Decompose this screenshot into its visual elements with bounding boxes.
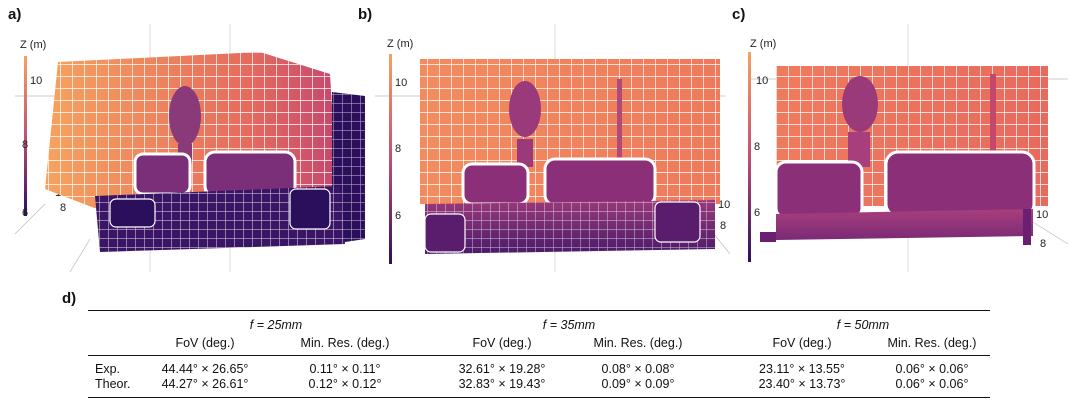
- col-fov-35: FoV (deg.): [472, 336, 532, 350]
- panel-c-floor-tick-10: 10: [1036, 209, 1048, 221]
- group-header-50mm: f = 50mm: [836, 318, 890, 332]
- panel-a-ztick-6: 6: [22, 207, 28, 219]
- panel-b-ztick-10: 10: [395, 77, 407, 89]
- panel-b-plant: [509, 81, 541, 137]
- panel-c-ztick-6: 6: [754, 207, 760, 219]
- cell-exp-fov-50: 23.11° × 13.55°: [759, 362, 845, 376]
- table-letter: d): [62, 290, 77, 307]
- panel-b-armchair: [461, 162, 530, 206]
- table-top-rule: [88, 310, 990, 311]
- panel-b-floor-tick-8: 8: [720, 220, 726, 232]
- table-mid-rule: [88, 355, 990, 356]
- panel-c-ztick-8: 8: [754, 141, 760, 153]
- col-res-35: Min. Res. (deg.): [593, 336, 683, 350]
- cell-theor-fov-25: 44.27° × 26.61°: [161, 377, 249, 391]
- col-fov-50: FoV (deg.): [772, 336, 832, 350]
- panel-c-armchair: [774, 160, 864, 220]
- panel-a-zlabel: Z (m): [20, 39, 46, 51]
- cell-theor-res-25: 0.12° × 0.12°: [308, 377, 382, 391]
- panel-a-floor-tick-8: 8: [60, 202, 66, 214]
- panel-c-zlabel: Z (m): [750, 38, 776, 50]
- panel-a-zbar: [24, 56, 27, 216]
- group-header-25mm: f = 25mm: [249, 318, 303, 332]
- cell-exp-res-50: 0.06° × 0.06°: [895, 362, 969, 376]
- panel-c-sofa: [884, 150, 1036, 218]
- col-res-25: Min. Res. (deg.): [300, 336, 390, 350]
- col-fov-25: FoV (deg.): [175, 336, 235, 350]
- panel-b-ztick-6: 6: [395, 210, 401, 222]
- panel-a-plant: [169, 86, 201, 146]
- panel-c-ztick-10: 10: [756, 75, 768, 87]
- cell-theor-res-35: 0.09° × 0.09°: [601, 377, 675, 391]
- panel-b-point-cloud: Z (m) 10 8 6 10 8: [375, 24, 730, 272]
- panel-a-armchair: [133, 152, 192, 196]
- panel-c-zbar: [748, 52, 751, 262]
- row-label-theor: Theor.: [95, 377, 131, 391]
- panel-b-zbar: [389, 54, 392, 264]
- panel-c-floor-tick-8: 8: [1040, 238, 1046, 250]
- panel-b-letter: b): [358, 6, 373, 23]
- col-res-50: Min. Res. (deg.): [887, 336, 977, 350]
- group-header-35mm: f = 35mm: [542, 318, 596, 332]
- row-label-exp: Exp.: [95, 362, 121, 376]
- panel-b-floor-tick-10: 10: [718, 199, 730, 211]
- panel-a-ztick-10: 10: [30, 75, 42, 87]
- cell-exp-res-35: 0.08° × 0.08°: [601, 362, 675, 376]
- panel-c-letter: c): [732, 6, 746, 23]
- panel-c-floor: [776, 209, 1033, 240]
- cell-theor-fov-50: 23.40° × 13.73°: [758, 377, 846, 391]
- cell-theor-fov-35: 32.83° × 19.43°: [458, 377, 546, 391]
- panel-c-point-cloud: Z (m) 10 8 6 10 8: [748, 24, 1069, 272]
- panel-c-plant: [842, 76, 878, 132]
- cell-theor-res-50: 0.06° × 0.06°: [895, 377, 969, 391]
- panel-b-ztick-8: 8: [395, 143, 401, 155]
- cell-exp-res-25: 0.11° × 0.11°: [309, 362, 381, 376]
- panel-b-zlabel: Z (m): [387, 38, 413, 50]
- cell-exp-fov-25: 44.44° × 26.65°: [161, 362, 249, 376]
- panel-a-letter: a): [8, 6, 22, 23]
- table-bottom-rule: [88, 397, 990, 398]
- cell-exp-fov-35: 32.61° × 19.28°: [458, 362, 546, 376]
- results-table: f = 25mm f = 35mm f = 50mm FoV (deg.) Mi…: [0, 288, 1080, 403]
- panel-a-ztick-8: 8: [22, 139, 28, 151]
- panel-a-point-cloud: Z (m) 10 8 6 10 8: [14, 24, 365, 273]
- panel-b-sofa: [543, 157, 657, 207]
